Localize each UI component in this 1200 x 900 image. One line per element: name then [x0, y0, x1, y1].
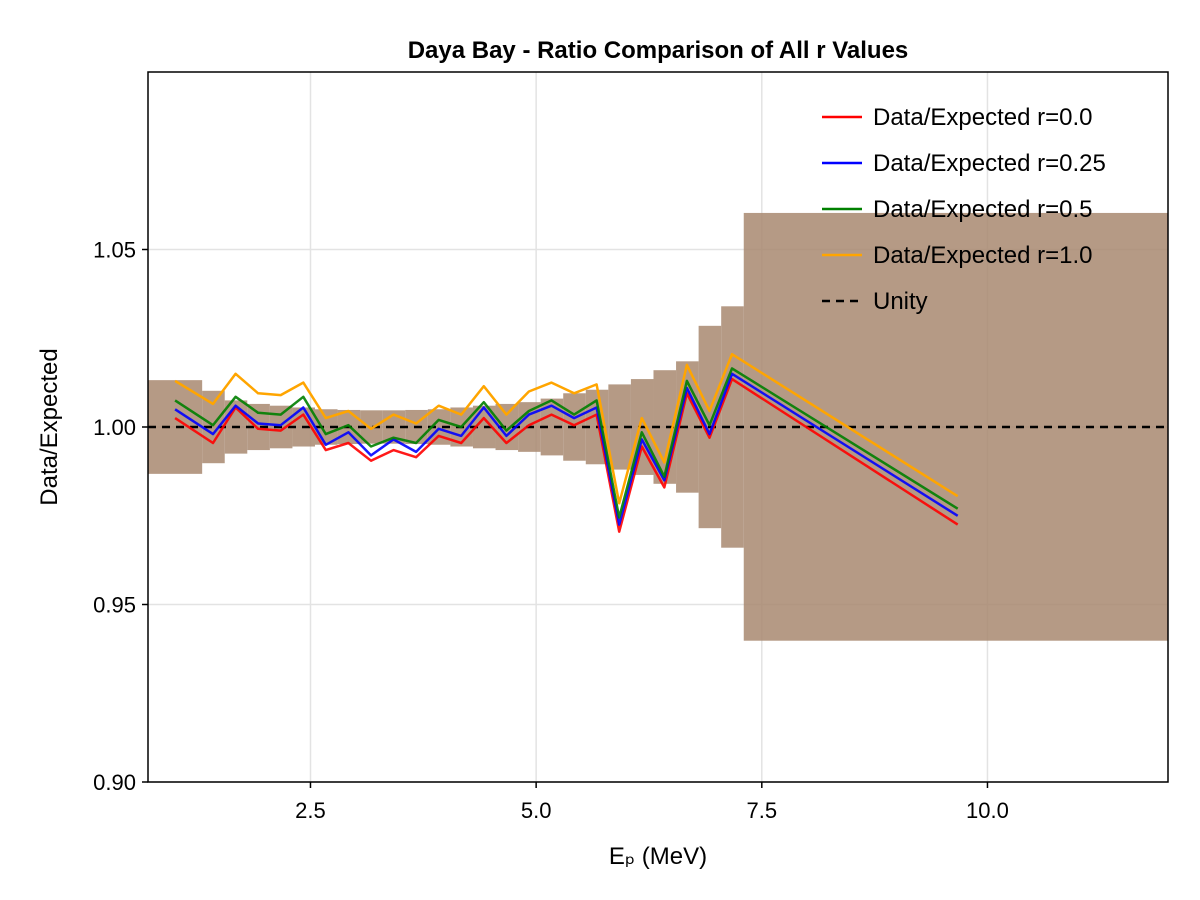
- data-series: [174, 352, 959, 533]
- plot-area: [147, 71, 1169, 783]
- uncertainty-bin: [540, 398, 564, 456]
- x-tick-label: 10.0: [966, 798, 1009, 823]
- y-tick-label: 1.05: [93, 238, 136, 263]
- x-axis-ticks: 2.5 5.0 7.5 10.0: [295, 782, 1009, 823]
- uncertainty-bin: [202, 390, 225, 464]
- x-tick-label: 5.0: [521, 798, 552, 823]
- y-tick-label: 0.90: [93, 770, 136, 795]
- series-line-1: [174, 372, 959, 526]
- legend-label: Data/Expected r=1.0: [873, 242, 1092, 269]
- legend-label: Data/Expected r=0.5: [873, 196, 1092, 223]
- x-axis-label: Eₚ (MeV): [609, 843, 707, 870]
- legend-label: Data/Expected r=0.0: [873, 104, 1092, 131]
- uncertainty-bin: [247, 403, 270, 451]
- y-axis-ticks: 0.90 0.95 1.00 1.05: [93, 238, 148, 795]
- x-tick-label: 7.5: [747, 798, 778, 823]
- chart-title: Daya Bay - Ratio Comparison of All r Val…: [408, 37, 909, 64]
- uncertainty-bin: [360, 410, 383, 444]
- series-line-0: [174, 377, 959, 533]
- x-tick-label: 2.5: [295, 798, 326, 823]
- y-axis-label: Data/Expected: [36, 348, 63, 505]
- legend-label: Unity: [873, 288, 928, 315]
- series-line-3: [174, 352, 959, 505]
- y-tick-label: 0.95: [93, 593, 136, 618]
- legend-label: Data/Expected r=0.25: [873, 150, 1106, 177]
- y-tick-label: 1.00: [93, 415, 136, 440]
- uncertainty-bin: [608, 384, 631, 470]
- series-line-2: [174, 367, 959, 519]
- legend: Data/Expected r=0.0 Data/Expected r=0.25 D…: [822, 104, 1106, 315]
